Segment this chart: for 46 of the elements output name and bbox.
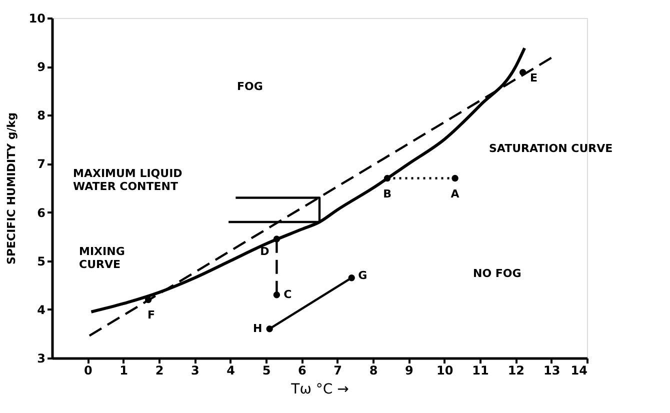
annotation: FOG [237, 80, 263, 93]
x-tick-label: 12 [508, 364, 525, 378]
annotation: C [284, 288, 292, 301]
x-axis-title: Tω °C → [290, 382, 350, 398]
point [519, 69, 526, 76]
annotation: MIXING CURVE [79, 245, 125, 271]
point [273, 236, 280, 242]
point [144, 296, 152, 304]
x-tick-label: 0 [84, 364, 92, 378]
y-tick-label: 3 [37, 352, 46, 366]
x-tick-label: 8 [369, 364, 378, 378]
x-tick-label: 13 [543, 364, 560, 378]
x-tick-label: 9 [404, 364, 414, 378]
y-tick-label: 4 [37, 302, 46, 317]
point [348, 274, 355, 282]
annotation: B [383, 187, 392, 200]
annotation: D [260, 245, 270, 258]
annotation: E [530, 71, 538, 84]
annotation: NO FOG [473, 267, 522, 280]
annotation: MAXIMUM LIQUID WATER CONTENT [73, 167, 182, 193]
y-tick-label: 7 [37, 157, 46, 172]
y-tick-label: 5 [37, 254, 46, 268]
y-tick-label: 10 [28, 12, 46, 26]
y-tick-label: 8 [37, 108, 46, 123]
annotation: F [148, 308, 156, 322]
x-tick-label: 14 [570, 364, 588, 378]
x-tick-label: 2 [155, 364, 164, 378]
point [384, 174, 391, 182]
point [266, 326, 273, 332]
annotation: SATURATION CURVE [489, 142, 613, 155]
x-tick-label: 1 [120, 364, 128, 378]
x-tick-label: 11 [472, 364, 489, 378]
point [273, 292, 280, 298]
x-tick-label: 7 [334, 364, 342, 378]
x-tick-label: 3 [190, 364, 200, 378]
y-axis-title: SPECIFIC HUMIDITY g/kg [4, 112, 18, 264]
y-tick-label: 6 [37, 206, 46, 220]
annotation: A [450, 187, 460, 200]
x-tick-label: 10 [436, 364, 454, 378]
y-tick-label: 9 [37, 60, 46, 74]
point [452, 174, 458, 182]
x-tick-label: 6 [298, 364, 306, 378]
x-tick-label: 5 [262, 364, 271, 378]
x-tick-label: 4 [226, 364, 236, 378]
annotation: H [252, 322, 262, 335]
annotation: G [358, 268, 368, 282]
